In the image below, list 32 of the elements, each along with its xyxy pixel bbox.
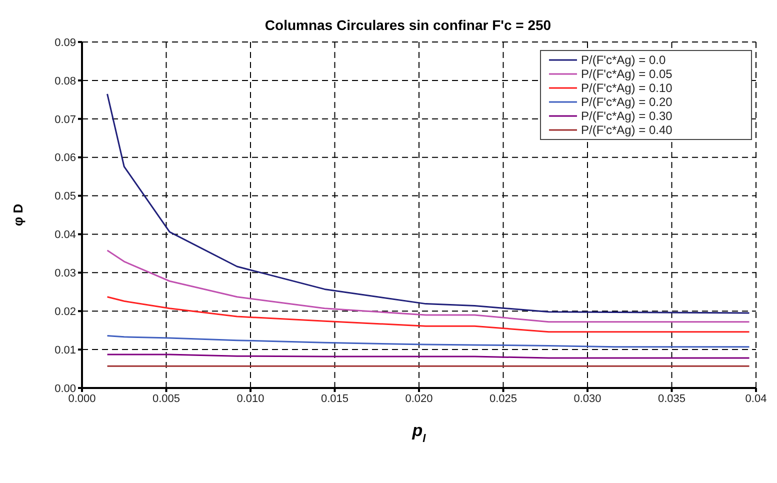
x-tick-label: 0.000 xyxy=(68,392,96,405)
y-tick-label: 0.06 xyxy=(54,152,76,164)
x-tick-label: 0.035 xyxy=(658,392,686,405)
x-tick-label: 0.015 xyxy=(320,392,349,405)
legend-label: P/(F'c*Ag) = 0.30 xyxy=(581,109,672,123)
line-series xyxy=(106,93,750,314)
legend-label: P/(F'c*Ag) = 0.10 xyxy=(581,81,672,95)
y-tick-label: 0.08 xyxy=(54,75,76,88)
legend-label: P/(F'c*Ag) = 0.20 xyxy=(581,95,672,109)
legend-label: P/(F'c*Ag) = 0.05 xyxy=(581,67,672,81)
x-tick-label: 0.010 xyxy=(236,392,264,405)
x-tick-label: 0.020 xyxy=(405,392,433,405)
line-series xyxy=(106,296,750,333)
legend-label: P/(F'c*Ag) = 0.40 xyxy=(581,123,672,137)
x-axis-title: p$_{l}$ xyxy=(411,421,427,445)
line-series xyxy=(106,334,750,348)
y-tick-label: 0.02 xyxy=(54,306,76,318)
chart-title: Columnas Circulares sin confinar F'c = 250 xyxy=(264,17,552,33)
y-tick-label: 0.01 xyxy=(54,344,76,356)
legend-label: P/(F'c*Ag) = 0.0 xyxy=(581,53,666,67)
y-tick-label: 0.05 xyxy=(54,190,76,203)
x-tick-label: 0.025 xyxy=(489,392,518,405)
x-tick-label: 0.04 xyxy=(745,392,767,405)
y-tick-label: 0.07 xyxy=(54,114,76,126)
y-axis-title: φ D xyxy=(10,204,26,226)
line-series xyxy=(106,250,750,323)
y-tick-label: 0.04 xyxy=(54,229,76,242)
x-tick-label: 0.005 xyxy=(152,392,180,405)
x-tick-label: 0.030 xyxy=(574,392,602,405)
y-tick-label: 0.03 xyxy=(54,268,76,280)
y-tick-label: 0.09 xyxy=(54,36,76,49)
y-tick-label: 0.00 xyxy=(54,382,76,395)
